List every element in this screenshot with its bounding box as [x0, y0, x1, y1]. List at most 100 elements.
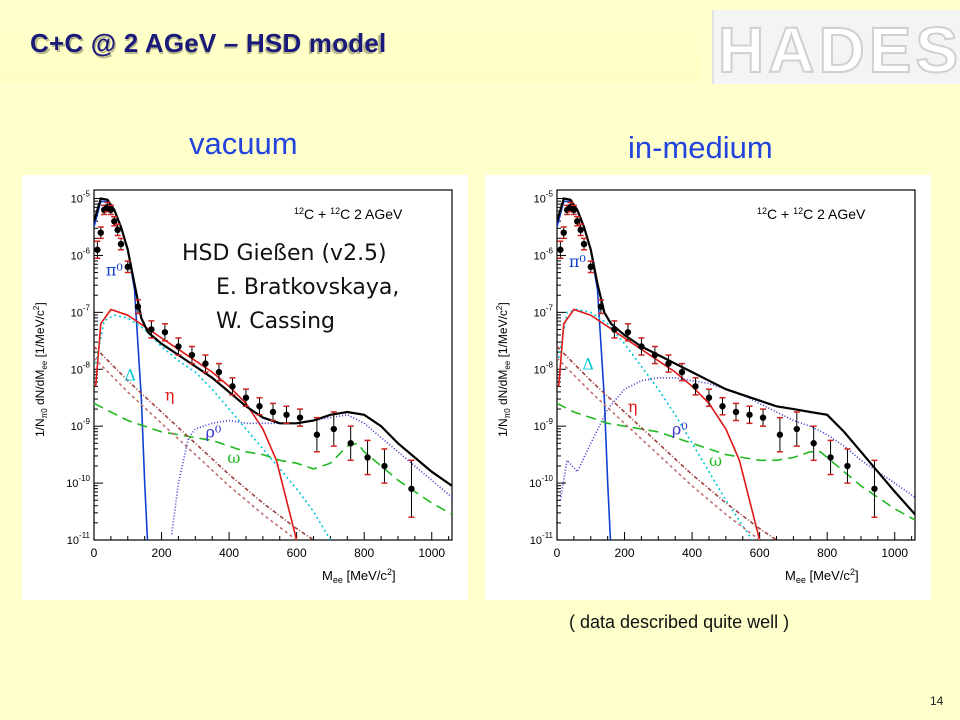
data-point [408, 485, 415, 492]
y-tick-label: 10-9 [71, 417, 91, 433]
series-background-line [94, 345, 315, 540]
series-background-line [557, 357, 762, 540]
data-point [161, 329, 169, 336]
x-axis-label: Mee [MeV/c2] [322, 567, 396, 585]
data-point [732, 408, 740, 416]
data-point [175, 343, 182, 350]
heading-vacuum: vacuum [189, 126, 298, 161]
x-tick-label: 0 [554, 546, 561, 560]
data-point [678, 368, 686, 376]
series-label-0: π⁰ [106, 260, 123, 279]
data-point [381, 462, 388, 470]
data-point [313, 431, 321, 438]
data-point [776, 431, 784, 438]
series--line [557, 308, 754, 540]
x-axis-label: Mee [MeV/c2] [785, 567, 859, 585]
y-tick-label: 10-5 [534, 190, 554, 206]
data-point [242, 394, 250, 401]
x-tick-label: 600 [750, 546, 770, 560]
x-tick-label: 0 [91, 546, 98, 560]
data-point [638, 343, 645, 350]
series-label-: ω [709, 451, 722, 470]
series-sum-line [94, 197, 452, 487]
title-bar [0, 0, 700, 82]
data-point [844, 462, 851, 470]
y-tick-label: 10-10 [66, 474, 90, 490]
credit-line: HSD Gießen (v2.5) [182, 241, 387, 266]
series--line [94, 402, 452, 516]
chart-in-medium: 0 200 400 600 800 1000 10-11 10-10 10-9 10-8 10-7 1… [495, 189, 916, 585]
plot-frame [556, 189, 916, 541]
data-point [810, 440, 817, 447]
y-tick-label: 10-8 [534, 360, 554, 376]
data-point [651, 351, 659, 359]
title-shadow: C+C @ 2 AGeV – HSD model [32, 30, 384, 60]
series-label-: ω [227, 448, 240, 467]
series-label-0: π⁰ [569, 252, 586, 271]
y-tick-label: 10-6 [71, 246, 91, 262]
y-axis-label: 1/Nπ0 dN/dMee [1/MeV/c2] [32, 302, 49, 437]
x-tick-label: 200 [152, 546, 172, 560]
data-point [124, 263, 131, 271]
data-point [746, 411, 753, 418]
data-point [215, 368, 223, 376]
x-tick-label: 600 [287, 546, 307, 560]
caption: ( data described quite well ) [569, 612, 790, 632]
data-point [574, 218, 581, 225]
data-point [188, 351, 196, 359]
data-point [665, 360, 672, 367]
plot-frame [93, 189, 453, 541]
data-point [624, 329, 632, 336]
series-label-: Δ [582, 354, 594, 373]
data-point [580, 240, 588, 248]
y-tick-label: 10-7 [534, 303, 554, 319]
data-point [827, 454, 834, 461]
x-tick-label: 800 [817, 546, 837, 560]
data-point [134, 303, 142, 310]
series--line [557, 402, 915, 521]
series-label-: η [628, 397, 638, 416]
y-tick-label: 10-5 [71, 190, 91, 206]
series-label-: η [165, 386, 175, 405]
y-tick-label: 10-9 [534, 417, 554, 433]
data-point [111, 218, 118, 225]
series--line [94, 308, 298, 540]
data-point [296, 414, 304, 421]
data-point [692, 383, 699, 390]
y-tick-label: 10-10 [529, 474, 553, 490]
series--line [557, 308, 761, 540]
data-point [114, 226, 121, 234]
data-point [283, 411, 290, 418]
data-point [97, 229, 104, 236]
reaction-annotation: 12C + 12C 2 AGeV [294, 206, 403, 222]
y-tick-label: 10-8 [71, 360, 91, 376]
x-tick-label: 400 [219, 546, 239, 560]
x-tick-label: 800 [354, 546, 374, 560]
series-0-line [559, 377, 915, 501]
credit-line: W. Cassing [216, 309, 335, 334]
plot-area [94, 197, 452, 540]
data-point [597, 303, 605, 310]
page-number: 14 [930, 694, 944, 708]
data-point [364, 454, 371, 461]
x-tick-label: 1000 [881, 546, 908, 560]
series-label-0: ρ⁰ [205, 423, 221, 442]
data-point [107, 206, 115, 214]
chart-panel-in-medium: 0 200 400 600 800 1000 10-11 10-10 10-9 10-8 10-7 1… [485, 175, 931, 600]
hades-logo: HADES [712, 10, 960, 84]
x-tick-label: 400 [682, 546, 702, 560]
data-point [256, 403, 263, 410]
series-background-line [557, 345, 778, 540]
logo-text: HADES [718, 14, 960, 84]
x-tick-label: 200 [615, 546, 635, 560]
data-point [347, 440, 354, 447]
data-point [560, 229, 567, 236]
series-background-line [94, 357, 299, 540]
data-point [577, 226, 584, 234]
data-point [587, 263, 594, 271]
chart-panel-vacuum: 0 200 400 600 800 1000 10-11 10-10 10-9 10-8 10-7 1… [22, 175, 468, 600]
data-point [871, 485, 878, 492]
series-label-: Δ [124, 366, 136, 385]
data-point [705, 394, 713, 401]
data-point [719, 403, 726, 410]
